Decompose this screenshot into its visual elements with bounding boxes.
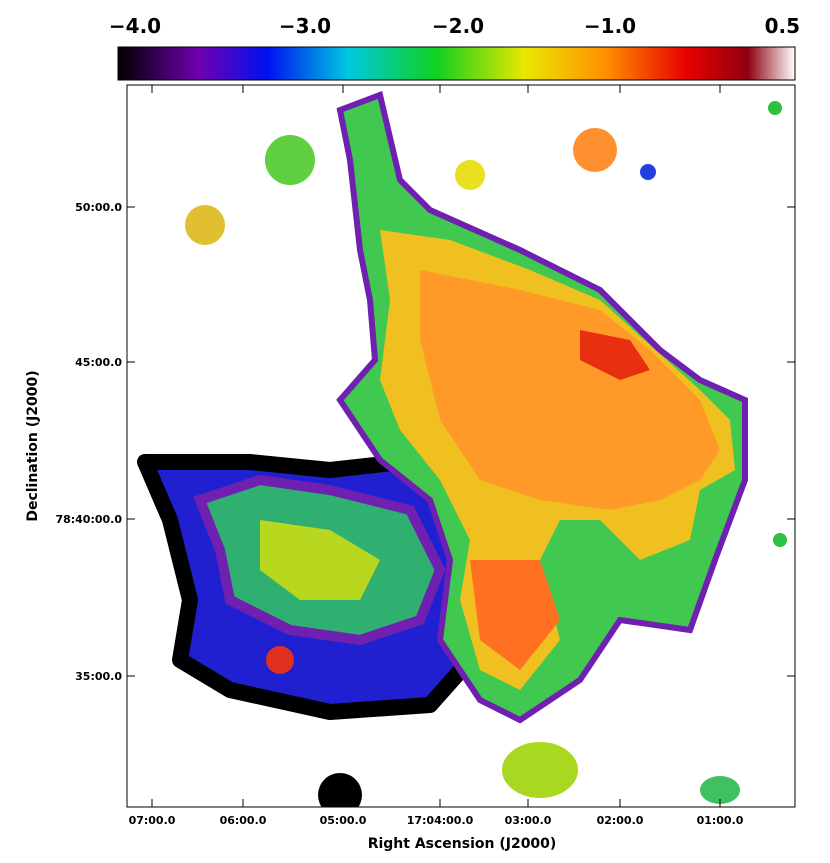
y-axis-title: Declination (J2000): [25, 370, 41, 521]
x-tick-label: 01:00.0: [697, 814, 744, 827]
x-tick-label: 07:00.0: [129, 814, 176, 827]
y-tick-label: 78:40:00.0: [55, 513, 122, 526]
colorbar-label: −3.0: [279, 14, 331, 38]
colorbar: [117, 46, 796, 81]
colorbar-label: 0.5: [765, 14, 800, 38]
map-image: [137, 90, 787, 807]
colorbar-label: −1.0: [584, 14, 636, 38]
y-tick-label: 45:00.0: [75, 356, 122, 369]
x-tick-label: 17:04:00.0: [407, 814, 474, 827]
y-tick-label: 50:00.0: [75, 201, 122, 214]
x-axis-title: Right Ascension (J2000): [368, 836, 557, 852]
y-tick-label: 35:00.0: [75, 670, 122, 683]
colorbar-label: −2.0: [432, 14, 484, 38]
x-tick-label: 02:00.0: [597, 814, 644, 827]
x-tick-label: 06:00.0: [220, 814, 267, 827]
x-tick-label: 05:00.0: [320, 814, 367, 827]
colorbar-label: −4.0: [109, 14, 161, 38]
plot-frame: [126, 84, 796, 808]
x-tick-label: 03:00.0: [505, 814, 552, 827]
